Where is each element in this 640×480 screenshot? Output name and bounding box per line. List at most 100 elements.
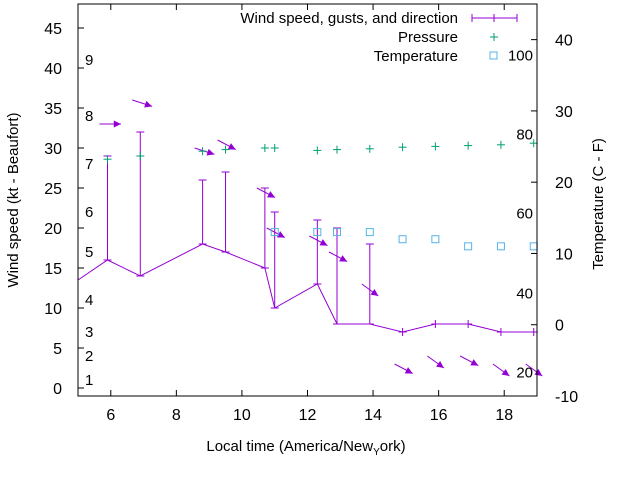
temperature-point xyxy=(313,228,322,237)
wind-direction-arrow xyxy=(256,187,276,199)
y2-tick-label: 20 xyxy=(555,175,573,192)
x-tick-label: 14 xyxy=(364,407,382,424)
wind-direction-arrowhead xyxy=(276,231,285,238)
y-tick-label: 35 xyxy=(44,101,62,118)
pressure-point xyxy=(464,141,473,150)
plot-frame xyxy=(77,3,538,397)
y2-tick-label: 0 xyxy=(555,318,564,335)
wind-direction-arrowhead xyxy=(339,255,348,262)
wind-direction-arrow xyxy=(361,283,379,297)
wind-direction-arrow xyxy=(194,147,215,156)
axes: 6 8 10 12 14 16 18051015202530354045-100102030… xyxy=(44,4,578,424)
temperature-point xyxy=(496,242,505,251)
y2-tick-label: 40 xyxy=(555,33,573,50)
wind-direction-arrow xyxy=(99,120,121,128)
wind-direction-arrow xyxy=(217,139,236,151)
pressure-point xyxy=(431,142,440,151)
y-tick-label: 0 xyxy=(53,381,62,398)
y-tick-label: 40 xyxy=(44,61,62,78)
beaufort-label: 1 xyxy=(85,372,93,389)
y2-axis-title: Temperature (C - F) xyxy=(590,138,607,270)
legend-symbol-temperature xyxy=(489,51,498,60)
beaufort-label: 3 xyxy=(85,324,93,341)
wind-direction-arrowhead xyxy=(404,367,413,374)
wind-direction-arrow xyxy=(492,363,510,377)
wind-direction-arrowhead xyxy=(534,368,543,376)
y-tick-label: 30 xyxy=(44,141,62,158)
wind-direction-arrow xyxy=(328,251,348,263)
wind-direction-arrowhead xyxy=(144,100,153,108)
beaufort-label: 5 xyxy=(85,244,93,261)
pressure-point xyxy=(198,147,207,156)
wind-direction-arrow xyxy=(309,235,328,247)
x-tick-label: 10 xyxy=(233,407,251,424)
pressure-point xyxy=(221,145,230,154)
legend-symbol-pressure xyxy=(490,33,498,41)
beaufort-label: 6 xyxy=(85,204,93,221)
y2-tick-label: -10 xyxy=(555,389,578,406)
temperature-point xyxy=(398,235,407,244)
wind-direction-arrowhead xyxy=(267,191,276,198)
y-axis-title: Wind speed (kt - Beaufort) xyxy=(5,112,22,287)
wind-speed-line xyxy=(77,243,534,333)
x-tick-label: 6 xyxy=(106,407,115,424)
pressure-point xyxy=(270,144,279,152)
pressure-point xyxy=(529,139,538,148)
temperature-point xyxy=(529,242,538,251)
x-tick-label: 18 xyxy=(495,407,513,424)
wind-direction-arrow xyxy=(394,363,414,375)
wind-direction-arrowhead xyxy=(206,148,215,156)
temperature-point xyxy=(464,242,473,251)
pressure-point xyxy=(365,144,374,153)
y2-tick-label: 10 xyxy=(555,246,573,263)
temperature-point xyxy=(431,235,440,244)
x-tick-label: 12 xyxy=(299,407,317,424)
plot-marks xyxy=(77,99,543,377)
x-tick-label: 8 xyxy=(172,407,181,424)
wind-direction-arrow xyxy=(525,363,543,377)
legend-label-temperature: Temperature xyxy=(374,48,458,65)
pressure-point xyxy=(136,152,145,160)
pressure-point xyxy=(313,146,322,155)
y2-tick-label: 30 xyxy=(555,104,573,121)
wind-direction-arrowhead xyxy=(227,143,236,150)
y-tick-label: 45 xyxy=(44,21,62,38)
wind-direction-arrow xyxy=(427,355,445,369)
beaufort-label: 4 xyxy=(85,292,93,309)
legend-label-wind: Wind speed, gusts, and direction xyxy=(240,10,458,27)
x-axis-title: Local time (America/NewYork) xyxy=(206,438,405,458)
legend-label-pressure: Pressure xyxy=(398,29,458,46)
fahrenheit-label: 80 xyxy=(516,126,533,143)
legend-symbol-wind xyxy=(471,14,518,22)
wind-direction-arrowhead xyxy=(436,360,444,368)
beaufort-label: 7 xyxy=(85,156,93,173)
fahrenheit-label: 100 xyxy=(508,47,533,64)
beaufort-label: 8 xyxy=(85,108,93,125)
wind-direction-arrowhead xyxy=(470,359,479,366)
wind-direction-arrowhead xyxy=(370,288,379,296)
y-tick-label: 5 xyxy=(53,341,62,358)
wind-direction-arrow xyxy=(459,355,479,367)
y-tick-label: 10 xyxy=(44,301,62,318)
pressure-point xyxy=(260,144,269,152)
fahrenheit-label: 20 xyxy=(516,364,533,381)
pressure-point xyxy=(398,143,407,152)
wind-direction-arrowhead xyxy=(113,120,121,128)
wind-direction-arrowhead xyxy=(501,368,510,376)
wind-direction-arrow xyxy=(266,227,286,239)
fahrenheit-label: 40 xyxy=(516,285,533,302)
wind-direction-arrowhead xyxy=(319,239,328,246)
x-tick-label: 16 xyxy=(430,407,448,424)
wind-direction-arrow xyxy=(132,99,153,108)
beaufort-label: 9 xyxy=(85,52,93,69)
y-tick-label: 20 xyxy=(44,221,62,238)
pressure-point xyxy=(496,140,505,149)
pressure-point xyxy=(333,145,342,154)
y-tick-label: 15 xyxy=(44,261,62,278)
pressure-point xyxy=(103,155,112,164)
fahrenheit-label: 60 xyxy=(516,206,533,223)
temperature-point xyxy=(270,228,279,237)
legend: Wind speed, gusts, and direction Pressur… xyxy=(240,10,518,65)
y-tick-label: 25 xyxy=(44,181,62,198)
